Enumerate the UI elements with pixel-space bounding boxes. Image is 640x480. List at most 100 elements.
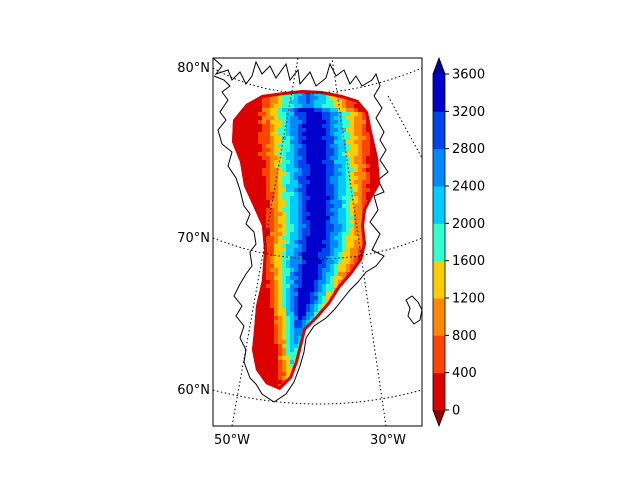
ice-cell bbox=[286, 192, 291, 197]
ice-cell bbox=[270, 112, 275, 117]
ice-cell bbox=[298, 332, 303, 337]
ice-cell bbox=[246, 168, 251, 173]
ice-cell bbox=[346, 112, 351, 117]
ice-cell bbox=[306, 300, 311, 305]
ice-cell bbox=[330, 188, 335, 193]
ice-cell bbox=[310, 164, 315, 169]
ice-cell bbox=[270, 328, 275, 333]
ice-cell bbox=[338, 208, 343, 213]
ice-cell bbox=[334, 264, 339, 269]
ice-cell bbox=[326, 228, 331, 233]
ice-cell bbox=[282, 240, 287, 245]
ice-cell bbox=[294, 228, 299, 233]
ice-cell bbox=[290, 312, 295, 317]
ice-cell bbox=[306, 256, 311, 261]
ice-cell bbox=[342, 160, 347, 165]
ice-cell bbox=[294, 180, 299, 185]
ice-cell bbox=[254, 344, 259, 349]
ice-cell bbox=[322, 96, 327, 101]
ice-cell bbox=[370, 144, 375, 149]
ice-cell bbox=[346, 148, 351, 153]
ice-cell bbox=[306, 172, 311, 177]
ice-cell bbox=[254, 340, 259, 345]
ice-cell bbox=[294, 132, 299, 137]
ice-cell bbox=[278, 352, 283, 357]
ice-cell bbox=[278, 368, 283, 373]
ice-cell bbox=[270, 232, 275, 237]
ice-cell bbox=[282, 260, 287, 265]
ice-cell bbox=[306, 124, 311, 129]
ice-cell bbox=[282, 220, 287, 225]
ice-cell bbox=[366, 168, 371, 173]
ice-cell bbox=[310, 180, 315, 185]
ice-cell bbox=[258, 364, 263, 369]
ice-cell bbox=[274, 228, 279, 233]
ice-cell bbox=[330, 104, 335, 109]
ice-cell bbox=[310, 272, 315, 277]
ice-cell bbox=[278, 196, 283, 201]
ice-cell bbox=[258, 144, 263, 149]
ice-cell bbox=[310, 260, 315, 265]
ice-cell bbox=[358, 112, 363, 117]
ice-cell bbox=[366, 136, 371, 141]
ice-cell bbox=[306, 260, 311, 265]
ice-cell bbox=[294, 296, 299, 301]
ice-cell bbox=[274, 100, 279, 105]
ice-cell bbox=[314, 200, 319, 205]
ice-cell bbox=[282, 360, 287, 365]
ice-cell bbox=[274, 304, 279, 309]
ice-cell bbox=[282, 376, 287, 381]
ice-cell bbox=[326, 232, 331, 237]
ice-cell bbox=[262, 328, 267, 333]
ice-cell bbox=[354, 252, 359, 257]
ice-cell bbox=[318, 284, 323, 289]
ice-cell bbox=[314, 136, 319, 141]
ice-cell bbox=[310, 132, 315, 137]
ice-cell bbox=[270, 200, 275, 205]
ice-cell bbox=[274, 292, 279, 297]
ice-cell bbox=[246, 140, 251, 145]
ice-cell bbox=[258, 368, 263, 373]
ice-cell bbox=[302, 316, 307, 321]
ice-cell bbox=[322, 104, 327, 109]
ice-cell bbox=[294, 280, 299, 285]
ice-cell bbox=[266, 212, 271, 217]
ice-cell bbox=[286, 168, 291, 173]
ice-cell bbox=[294, 172, 299, 177]
ice-cell bbox=[334, 156, 339, 161]
ice-cell bbox=[322, 128, 327, 133]
ice-cell bbox=[322, 136, 327, 141]
ice-cell bbox=[330, 272, 335, 277]
ice-cell bbox=[322, 164, 327, 169]
ice-cell bbox=[262, 352, 267, 357]
ice-cell bbox=[286, 340, 291, 345]
ice-cell bbox=[274, 200, 279, 205]
ice-cell bbox=[338, 216, 343, 221]
ice-cell bbox=[282, 176, 287, 181]
ice-cell bbox=[290, 284, 295, 289]
ice-cell bbox=[278, 280, 283, 285]
ice-cell bbox=[298, 252, 303, 257]
ice-cell bbox=[266, 296, 271, 301]
ice-cell bbox=[270, 264, 275, 269]
ice-cell bbox=[266, 112, 271, 117]
ice-cell bbox=[302, 300, 307, 305]
colorbar-segment bbox=[433, 74, 445, 112]
ice-cell bbox=[286, 236, 291, 241]
ice-cell bbox=[258, 328, 263, 333]
ice-cell bbox=[306, 248, 311, 253]
ice-cell bbox=[346, 100, 351, 105]
ice-cell bbox=[258, 100, 263, 105]
ice-cell bbox=[246, 136, 251, 141]
ice-cell bbox=[326, 144, 331, 149]
ice-cell bbox=[254, 348, 259, 353]
ice-cell bbox=[290, 364, 295, 369]
ice-cell bbox=[302, 224, 307, 229]
ice-cell bbox=[290, 96, 295, 101]
ice-cell bbox=[350, 100, 355, 105]
ice-cell bbox=[338, 172, 343, 177]
ice-cell bbox=[286, 212, 291, 217]
ice-cell bbox=[342, 188, 347, 193]
ice-cell bbox=[270, 292, 275, 297]
ice-cell bbox=[358, 192, 363, 197]
